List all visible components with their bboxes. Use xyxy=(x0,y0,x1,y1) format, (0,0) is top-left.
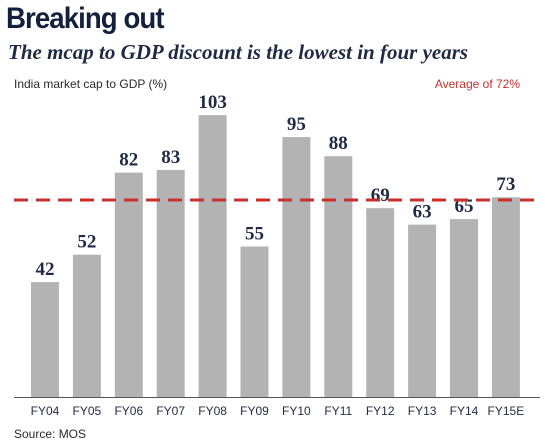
source-note: Source: MOS xyxy=(14,427,87,441)
chart-subtitle: The mcap to GDP discount is the lowest i… xyxy=(8,40,469,64)
x-tick-fy04: FY04 xyxy=(31,404,60,418)
value-label-fy04: 42 xyxy=(36,259,55,280)
bar-fy07 xyxy=(156,169,185,397)
average-line-label: Average of 72% xyxy=(434,77,520,91)
x-tick-fy15e: FY15E xyxy=(488,404,525,418)
bar-fy11 xyxy=(324,156,353,397)
value-label-fy07: 83 xyxy=(161,147,180,168)
bar-fy14 xyxy=(450,219,478,397)
bar-fy10 xyxy=(282,137,311,397)
x-tick-fy11: FY11 xyxy=(324,404,352,418)
bar-fy05 xyxy=(72,254,101,397)
x-tick-fy12: FY12 xyxy=(366,404,395,418)
value-label-fy09: 55 xyxy=(245,224,264,245)
x-tick-fy08: FY08 xyxy=(198,404,227,418)
bar-fy08 xyxy=(198,115,227,398)
value-label-fy15e: 73 xyxy=(496,174,515,195)
x-tick-fy07: FY07 xyxy=(156,404,185,418)
value-label-fy05: 52 xyxy=(77,232,96,253)
value-label-fy13: 63 xyxy=(413,202,432,223)
value-label-fy06: 82 xyxy=(119,150,138,171)
chart-title: Breaking out xyxy=(6,2,165,35)
value-label-fy10: 95 xyxy=(287,114,306,135)
bar-fy13 xyxy=(408,224,437,397)
value-label-fy08: 103 xyxy=(198,92,227,113)
x-tick-fy10: FY10 xyxy=(282,404,311,418)
x-tick-fy09: FY09 xyxy=(240,404,269,418)
x-tick-fy05: FY05 xyxy=(73,404,102,418)
bar-fy12 xyxy=(366,208,395,397)
x-tick-fy14: FY14 xyxy=(450,404,479,418)
x-tick-fy13: FY13 xyxy=(408,404,437,418)
value-label-fy12: 69 xyxy=(371,185,390,206)
bar-fy04 xyxy=(31,282,59,397)
x-tick-fy06: FY06 xyxy=(114,404,143,418)
bar-fy09 xyxy=(240,246,269,397)
y-axis-label: India market cap to GDP (%) xyxy=(14,77,168,91)
value-label-fy11: 88 xyxy=(329,133,348,154)
bar-fy06 xyxy=(114,172,143,397)
bar-fy15e xyxy=(491,197,520,397)
